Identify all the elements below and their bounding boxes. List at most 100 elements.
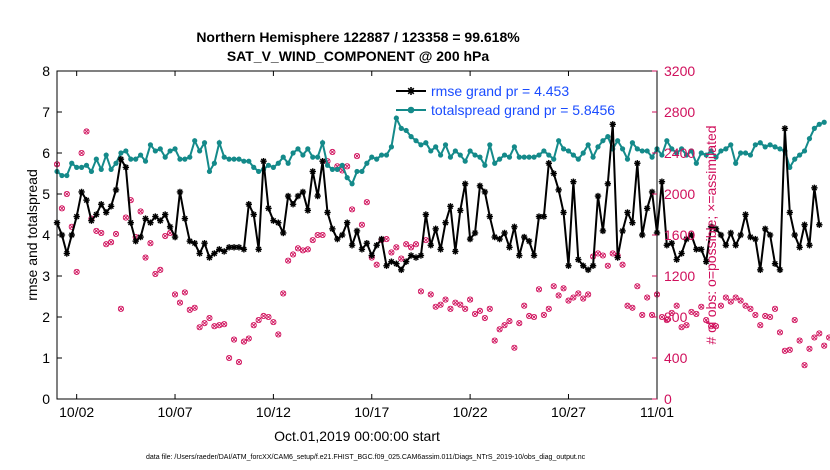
obs-count-point xyxy=(117,305,124,312)
rmse-point xyxy=(117,155,125,163)
footer-data-file: data file: /Users/raeder/DAI/ATM_forcXX/… xyxy=(146,454,586,461)
rmse-point xyxy=(648,188,656,196)
obs-count-point xyxy=(467,296,474,303)
y-axis-left-label: rmse and totalspread xyxy=(24,169,40,301)
rmse-point xyxy=(781,125,789,132)
rmse-point xyxy=(594,192,602,200)
obs-count-point xyxy=(290,251,297,258)
rmse-point xyxy=(555,186,562,194)
x-tick-label: 10/12 xyxy=(256,404,291,420)
obs-count-point xyxy=(717,302,724,309)
obs-count-point xyxy=(191,304,198,311)
obs-count-point xyxy=(181,289,188,296)
obs-count-point xyxy=(147,240,154,247)
obs-count-point xyxy=(496,326,503,333)
totalspread-point xyxy=(575,156,581,162)
totalspread-point xyxy=(172,146,178,152)
y-tick-left-label: 7 xyxy=(42,104,50,120)
totalspread-point xyxy=(103,152,109,158)
obs-count-point xyxy=(408,244,415,251)
totalspread-point xyxy=(526,154,532,160)
obs-count-point xyxy=(58,205,65,212)
obs-count-point xyxy=(639,311,646,319)
rmse-point xyxy=(584,266,592,274)
totalspread-point xyxy=(93,156,99,162)
rmse-point xyxy=(658,178,666,185)
totalspread-point xyxy=(698,150,704,156)
rmse-point xyxy=(702,258,710,265)
totalspread-point xyxy=(649,154,655,160)
rmse-point xyxy=(319,158,326,165)
totalspread-point xyxy=(138,152,144,158)
rmse-point xyxy=(235,244,243,251)
totalspread-point xyxy=(531,154,537,160)
rmse-point xyxy=(525,237,533,245)
totalspread-point xyxy=(398,125,404,131)
obs-count-point xyxy=(157,266,164,273)
obs-count-point xyxy=(171,291,179,298)
totalspread-point xyxy=(177,156,183,162)
rmse-point xyxy=(373,242,380,249)
totalspread-point xyxy=(477,154,483,160)
obs-count-point xyxy=(373,261,380,268)
obs-count-point xyxy=(452,299,459,306)
rmse-point xyxy=(757,266,764,274)
obs-count-point xyxy=(245,335,252,342)
totalspread-point xyxy=(364,160,370,166)
rmse-point xyxy=(683,235,690,243)
rmse-point xyxy=(432,225,439,233)
rmse-point xyxy=(624,209,631,216)
obs-count-point xyxy=(309,237,316,244)
totalspread-point xyxy=(334,166,340,172)
y-tick-left-label: 5 xyxy=(42,186,50,202)
totalspread-point xyxy=(123,148,129,154)
totalspread-point xyxy=(565,148,572,154)
rmse-point xyxy=(634,160,641,167)
y-tick-right-label: 2800 xyxy=(664,104,695,120)
obs-count-point xyxy=(462,305,469,312)
obs-count-point xyxy=(683,322,690,329)
totalspread-point xyxy=(624,156,631,162)
rmse-point xyxy=(402,258,410,265)
totalspread-point xyxy=(546,152,552,158)
obs-count-point xyxy=(658,313,665,321)
totalspread-point xyxy=(349,181,355,187)
totalspread-point xyxy=(703,152,709,158)
totalspread-point xyxy=(757,140,763,146)
rmse-point xyxy=(284,192,292,200)
totalspread-point xyxy=(157,146,163,152)
rmse-point xyxy=(496,235,503,243)
obs-count-point xyxy=(98,229,105,236)
rmse-point xyxy=(211,250,218,257)
legend-spread-marker xyxy=(407,106,415,114)
totalspread-point xyxy=(433,144,439,150)
totalspread-point xyxy=(595,144,601,150)
obs-count-point xyxy=(358,221,365,228)
rmse-point xyxy=(299,188,307,196)
totalspread-point xyxy=(733,160,739,166)
obs-count-point xyxy=(781,347,788,354)
rmse-point xyxy=(604,180,612,187)
obs-count-point xyxy=(363,199,370,206)
totalspread-point xyxy=(300,152,306,158)
obs-count-point xyxy=(791,317,798,324)
obs-count-point xyxy=(501,322,508,329)
obs-count-point xyxy=(260,312,267,320)
rmse-point xyxy=(343,219,351,226)
rmse-point xyxy=(570,178,577,185)
totalspread-point xyxy=(767,142,773,148)
rmse-point xyxy=(678,250,685,257)
obs-count-series xyxy=(53,128,830,369)
totalspread-point xyxy=(270,164,276,170)
totalspread-point xyxy=(192,138,198,144)
rmse-point xyxy=(486,213,493,220)
rmse-point xyxy=(181,215,189,222)
obs-count-point xyxy=(747,305,754,312)
totalspread-point xyxy=(462,158,468,164)
x-tick-label: 10/27 xyxy=(551,404,586,420)
obs-count-point xyxy=(265,313,272,321)
obs-count-point xyxy=(693,310,700,317)
totalspread-point xyxy=(162,154,168,160)
rmse-point xyxy=(68,231,75,239)
